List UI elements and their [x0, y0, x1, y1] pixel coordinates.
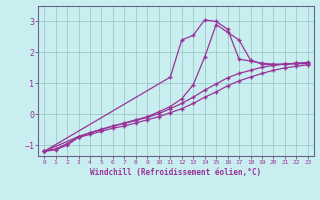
X-axis label: Windchill (Refroidissement éolien,°C): Windchill (Refroidissement éolien,°C): [91, 168, 261, 177]
